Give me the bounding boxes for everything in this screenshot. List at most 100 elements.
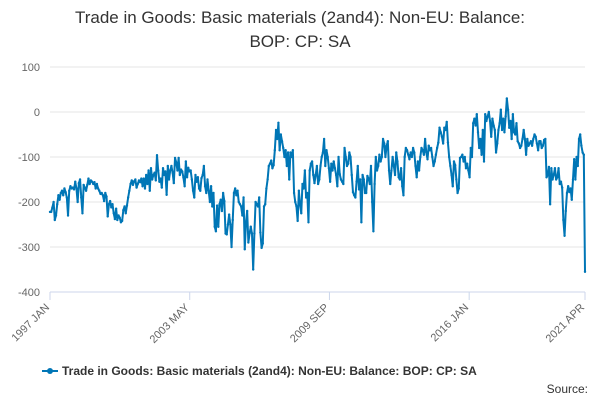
data-point bbox=[256, 205, 260, 208]
data-point bbox=[315, 164, 319, 168]
data-point bbox=[197, 187, 201, 190]
data-point bbox=[107, 203, 111, 206]
data-point bbox=[516, 140, 519, 143]
data-point bbox=[124, 212, 127, 215]
data-point bbox=[114, 207, 118, 210]
data-point bbox=[440, 135, 444, 138]
data-point bbox=[159, 177, 162, 180]
data-point bbox=[165, 193, 168, 196]
data-point bbox=[354, 196, 357, 199]
data-point bbox=[122, 208, 125, 212]
data-point bbox=[169, 169, 172, 172]
data-point bbox=[274, 128, 278, 132]
data-point bbox=[488, 119, 492, 123]
y-tick-label-5: -400 bbox=[18, 287, 40, 299]
data-point bbox=[396, 160, 399, 163]
data-point bbox=[544, 137, 547, 141]
data-point bbox=[505, 97, 509, 100]
data-point bbox=[206, 178, 209, 181]
data-point bbox=[225, 233, 228, 236]
data-point bbox=[83, 186, 87, 189]
data-point bbox=[143, 187, 147, 190]
data-point bbox=[518, 146, 522, 150]
data-point bbox=[339, 178, 343, 181]
data-point bbox=[398, 178, 402, 181]
data-point bbox=[95, 182, 99, 186]
data-point bbox=[389, 182, 392, 186]
data-point bbox=[515, 122, 518, 125]
data-point bbox=[161, 167, 165, 170]
data-point bbox=[553, 167, 557, 170]
data-point bbox=[178, 173, 182, 177]
data-point bbox=[425, 151, 428, 154]
data-point bbox=[473, 117, 476, 120]
data-point bbox=[146, 182, 149, 186]
data-point bbox=[514, 133, 517, 136]
data-point bbox=[571, 178, 575, 181]
data-point bbox=[270, 159, 273, 162]
data-point bbox=[325, 149, 328, 152]
data-point bbox=[60, 189, 64, 192]
data-point bbox=[504, 115, 507, 118]
data-point bbox=[548, 203, 552, 206]
source-label: Source: bbox=[546, 382, 588, 396]
data-point bbox=[302, 187, 305, 190]
data-point bbox=[520, 144, 523, 147]
data-point bbox=[405, 149, 409, 152]
data-point bbox=[529, 140, 533, 143]
data-point bbox=[428, 149, 432, 152]
data-point bbox=[319, 164, 322, 168]
data-point bbox=[490, 135, 493, 138]
data-point bbox=[461, 153, 464, 156]
data-point bbox=[243, 248, 246, 251]
data-point bbox=[100, 191, 103, 195]
data-point bbox=[364, 191, 368, 195]
data-point bbox=[373, 182, 376, 186]
data-point bbox=[167, 178, 171, 181]
data-point bbox=[113, 217, 117, 221]
data-point bbox=[326, 155, 329, 159]
data-point bbox=[494, 151, 498, 154]
data-point bbox=[492, 124, 495, 127]
data-point bbox=[455, 178, 458, 181]
data-point bbox=[94, 187, 97, 190]
data-point bbox=[185, 176, 189, 179]
data-point bbox=[282, 146, 285, 150]
data-point bbox=[307, 221, 310, 224]
data-point bbox=[358, 178, 362, 181]
data-point bbox=[324, 164, 327, 168]
data-point bbox=[77, 181, 81, 185]
data-point bbox=[239, 205, 243, 208]
data-point bbox=[199, 189, 202, 192]
data-point bbox=[194, 173, 197, 177]
data-point bbox=[409, 151, 412, 154]
legend[interactable]: Trade in Goods: Basic materials (2and4):… bbox=[42, 364, 477, 378]
y-tick-label-4: -300 bbox=[18, 242, 40, 254]
data-point bbox=[171, 171, 174, 174]
data-point bbox=[522, 128, 525, 132]
data-point bbox=[375, 169, 379, 172]
data-point bbox=[92, 182, 95, 186]
data-point bbox=[438, 126, 441, 129]
grid-lines bbox=[50, 66, 585, 293]
data-point bbox=[432, 164, 435, 168]
data-point bbox=[318, 178, 321, 181]
data-point bbox=[132, 180, 136, 183]
data-point bbox=[149, 167, 153, 170]
data-point bbox=[392, 164, 396, 168]
data-point bbox=[509, 119, 512, 123]
data-point bbox=[62, 194, 65, 197]
data-point bbox=[576, 164, 579, 168]
data-point bbox=[154, 179, 157, 182]
data-point bbox=[435, 146, 439, 150]
series-group bbox=[48, 97, 587, 273]
data-point bbox=[183, 185, 186, 188]
data-point bbox=[517, 142, 521, 145]
data-point bbox=[377, 164, 380, 168]
data-point bbox=[312, 173, 315, 177]
data-point bbox=[569, 187, 572, 190]
y-tick-label-0: 100 bbox=[22, 62, 40, 74]
legend-label: Trade in Goods: Basic materials (2and4):… bbox=[62, 364, 477, 378]
data-point bbox=[59, 191, 63, 195]
y-tick-label-3: -200 bbox=[18, 197, 40, 209]
